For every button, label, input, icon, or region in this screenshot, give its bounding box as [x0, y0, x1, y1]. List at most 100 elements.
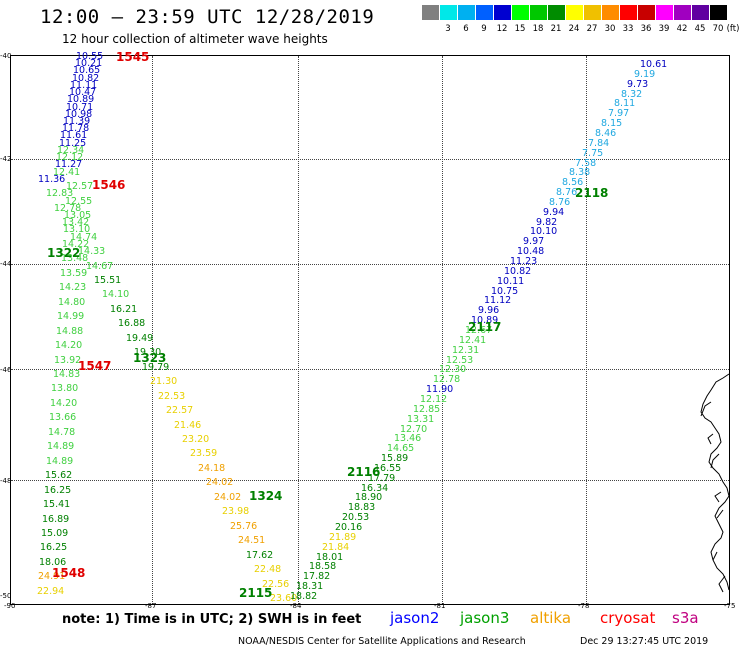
swh-value-label: 14.20	[50, 398, 78, 409]
swh-value-label: 16.89	[42, 514, 70, 525]
grid-line-lon	[442, 56, 443, 604]
swh-value-label: 7.58	[575, 158, 597, 169]
swh-value-label: 7.75	[582, 148, 604, 159]
legend-swatch	[476, 5, 493, 20]
swh-value-label: 11.27	[55, 159, 83, 170]
grid-line-lon	[586, 56, 587, 604]
legend-label: 6	[463, 24, 469, 34]
map-title: 12:00 – 23:59 UTC 12/28/2019	[40, 6, 375, 28]
swh-value-label: 24.02	[214, 492, 242, 503]
coastline-shape	[700, 373, 730, 593]
pass-time-label: 1547	[78, 359, 112, 373]
swh-value-label: 10.11	[497, 276, 525, 287]
legend-label: 33	[622, 24, 634, 34]
lon-label: -78	[578, 602, 590, 610]
swh-value-label: 14.99	[57, 311, 85, 322]
swh-value-label: 22.56	[262, 579, 290, 590]
swh-value-label: 19.30	[134, 347, 162, 358]
swh-value-label: 15.89	[381, 453, 409, 464]
swh-value-label: 18.01	[316, 552, 344, 563]
swh-value-label: 10.61	[640, 59, 668, 70]
grid-line-lat	[11, 264, 729, 265]
swh-value-label: 8.32	[621, 89, 643, 100]
swh-value-label: 14.67	[86, 261, 114, 272]
legend-swatch	[530, 5, 547, 20]
swh-value-label: 13.92	[54, 355, 82, 366]
timestamp-footer: Dec 29 13:27:45 UTC 2019	[580, 636, 709, 647]
swh-value-label: 16.34	[361, 483, 389, 494]
swh-value-label: 20.53	[342, 512, 370, 523]
satellite-name-jason2: jason2	[390, 609, 440, 627]
swh-value-label: 21.84	[322, 542, 350, 553]
swh-value-label: 18.58	[309, 561, 337, 572]
swh-value-label: 12.41	[53, 167, 81, 178]
legend-label: 30	[604, 24, 616, 34]
grid-line-lat	[11, 480, 729, 481]
swh-value-label: 12.30	[439, 364, 467, 375]
swh-value-label: 23.98	[222, 506, 250, 517]
swh-value-label: 9.97	[523, 236, 545, 247]
swh-value-label: 18.90	[355, 492, 383, 503]
swh-value-label: 24.02	[206, 477, 234, 488]
satellite-name-jason3: jason3	[460, 609, 510, 627]
legend-swatch	[710, 5, 727, 20]
swh-value-label: 14.23	[59, 282, 87, 293]
swh-value-label: 13.46	[394, 433, 422, 444]
swh-value-label: 14.89	[47, 441, 75, 452]
legend-unit: (ft)	[726, 24, 740, 34]
swh-value-label: 8.76	[556, 187, 578, 198]
legend-label: 24	[568, 24, 580, 34]
swh-value-label: 10.47	[69, 87, 97, 98]
swh-value-label: 15.62	[45, 470, 73, 481]
swh-value-label: 23.20	[182, 434, 210, 445]
swh-value-label: 10.21	[75, 58, 103, 69]
swh-value-label: 12.83	[46, 188, 74, 199]
pass-time-label: 2116	[347, 465, 381, 479]
swh-value-label: 11.11	[70, 80, 98, 91]
swh-value-label: 18.31	[296, 581, 324, 592]
swh-value-label: 8.38	[569, 167, 591, 178]
swh-value-label: 10.48	[517, 246, 545, 257]
swh-value-label: 19.49	[126, 333, 154, 344]
legend-swatch	[494, 5, 511, 20]
swh-value-label: 14.74	[70, 232, 98, 243]
legend-swatch	[566, 5, 583, 20]
swh-value-label: 12.67	[465, 325, 493, 336]
lon-label: -81	[434, 602, 446, 610]
swh-value-label: 12.78	[54, 203, 82, 214]
pass-time-label: 2117	[468, 320, 502, 334]
swh-value-label: 16.25	[44, 485, 72, 496]
pass-time-label: 1324	[249, 489, 283, 503]
swh-value-label: 13.48	[61, 253, 89, 264]
swh-value-label: 11.12	[484, 295, 512, 306]
swh-value-label: 11.39	[63, 116, 91, 127]
swh-value-label: 12.12	[420, 394, 448, 405]
swh-value-label: 14.80	[58, 297, 86, 308]
swh-value-label: 10.55	[76, 51, 104, 62]
swh-value-label: 13.10	[63, 224, 91, 235]
swh-value-label: 21.30	[150, 376, 178, 387]
legend-swatch	[440, 5, 457, 20]
legend-label: 45	[694, 24, 706, 34]
swh-value-label: 12.31	[452, 345, 480, 356]
legend-label: 12	[496, 24, 508, 34]
legend-swatch	[674, 5, 691, 20]
swh-value-label: 11.36	[38, 174, 66, 185]
legend-label: 36	[640, 24, 652, 34]
swh-value-label: 23.59	[190, 448, 218, 459]
legend-swatch	[548, 5, 565, 20]
swh-value-label: 10.89	[67, 94, 95, 105]
swh-value-label: 12.78	[433, 374, 461, 385]
legend-swatch	[620, 5, 637, 20]
lat-label: -48	[0, 477, 12, 485]
satellite-name-cryosat: cryosat	[600, 609, 656, 627]
legend-label: 9	[481, 24, 487, 34]
swh-value-label: 10.75	[491, 286, 519, 297]
swh-value-label: 10.89	[471, 315, 499, 326]
swh-value-label: 15.51	[94, 275, 122, 286]
satellite-name-altika: altika	[530, 609, 572, 627]
swh-value-label: 12.41	[459, 335, 487, 346]
legend-swatch	[584, 5, 601, 20]
swh-value-label: 12.85	[413, 404, 441, 415]
